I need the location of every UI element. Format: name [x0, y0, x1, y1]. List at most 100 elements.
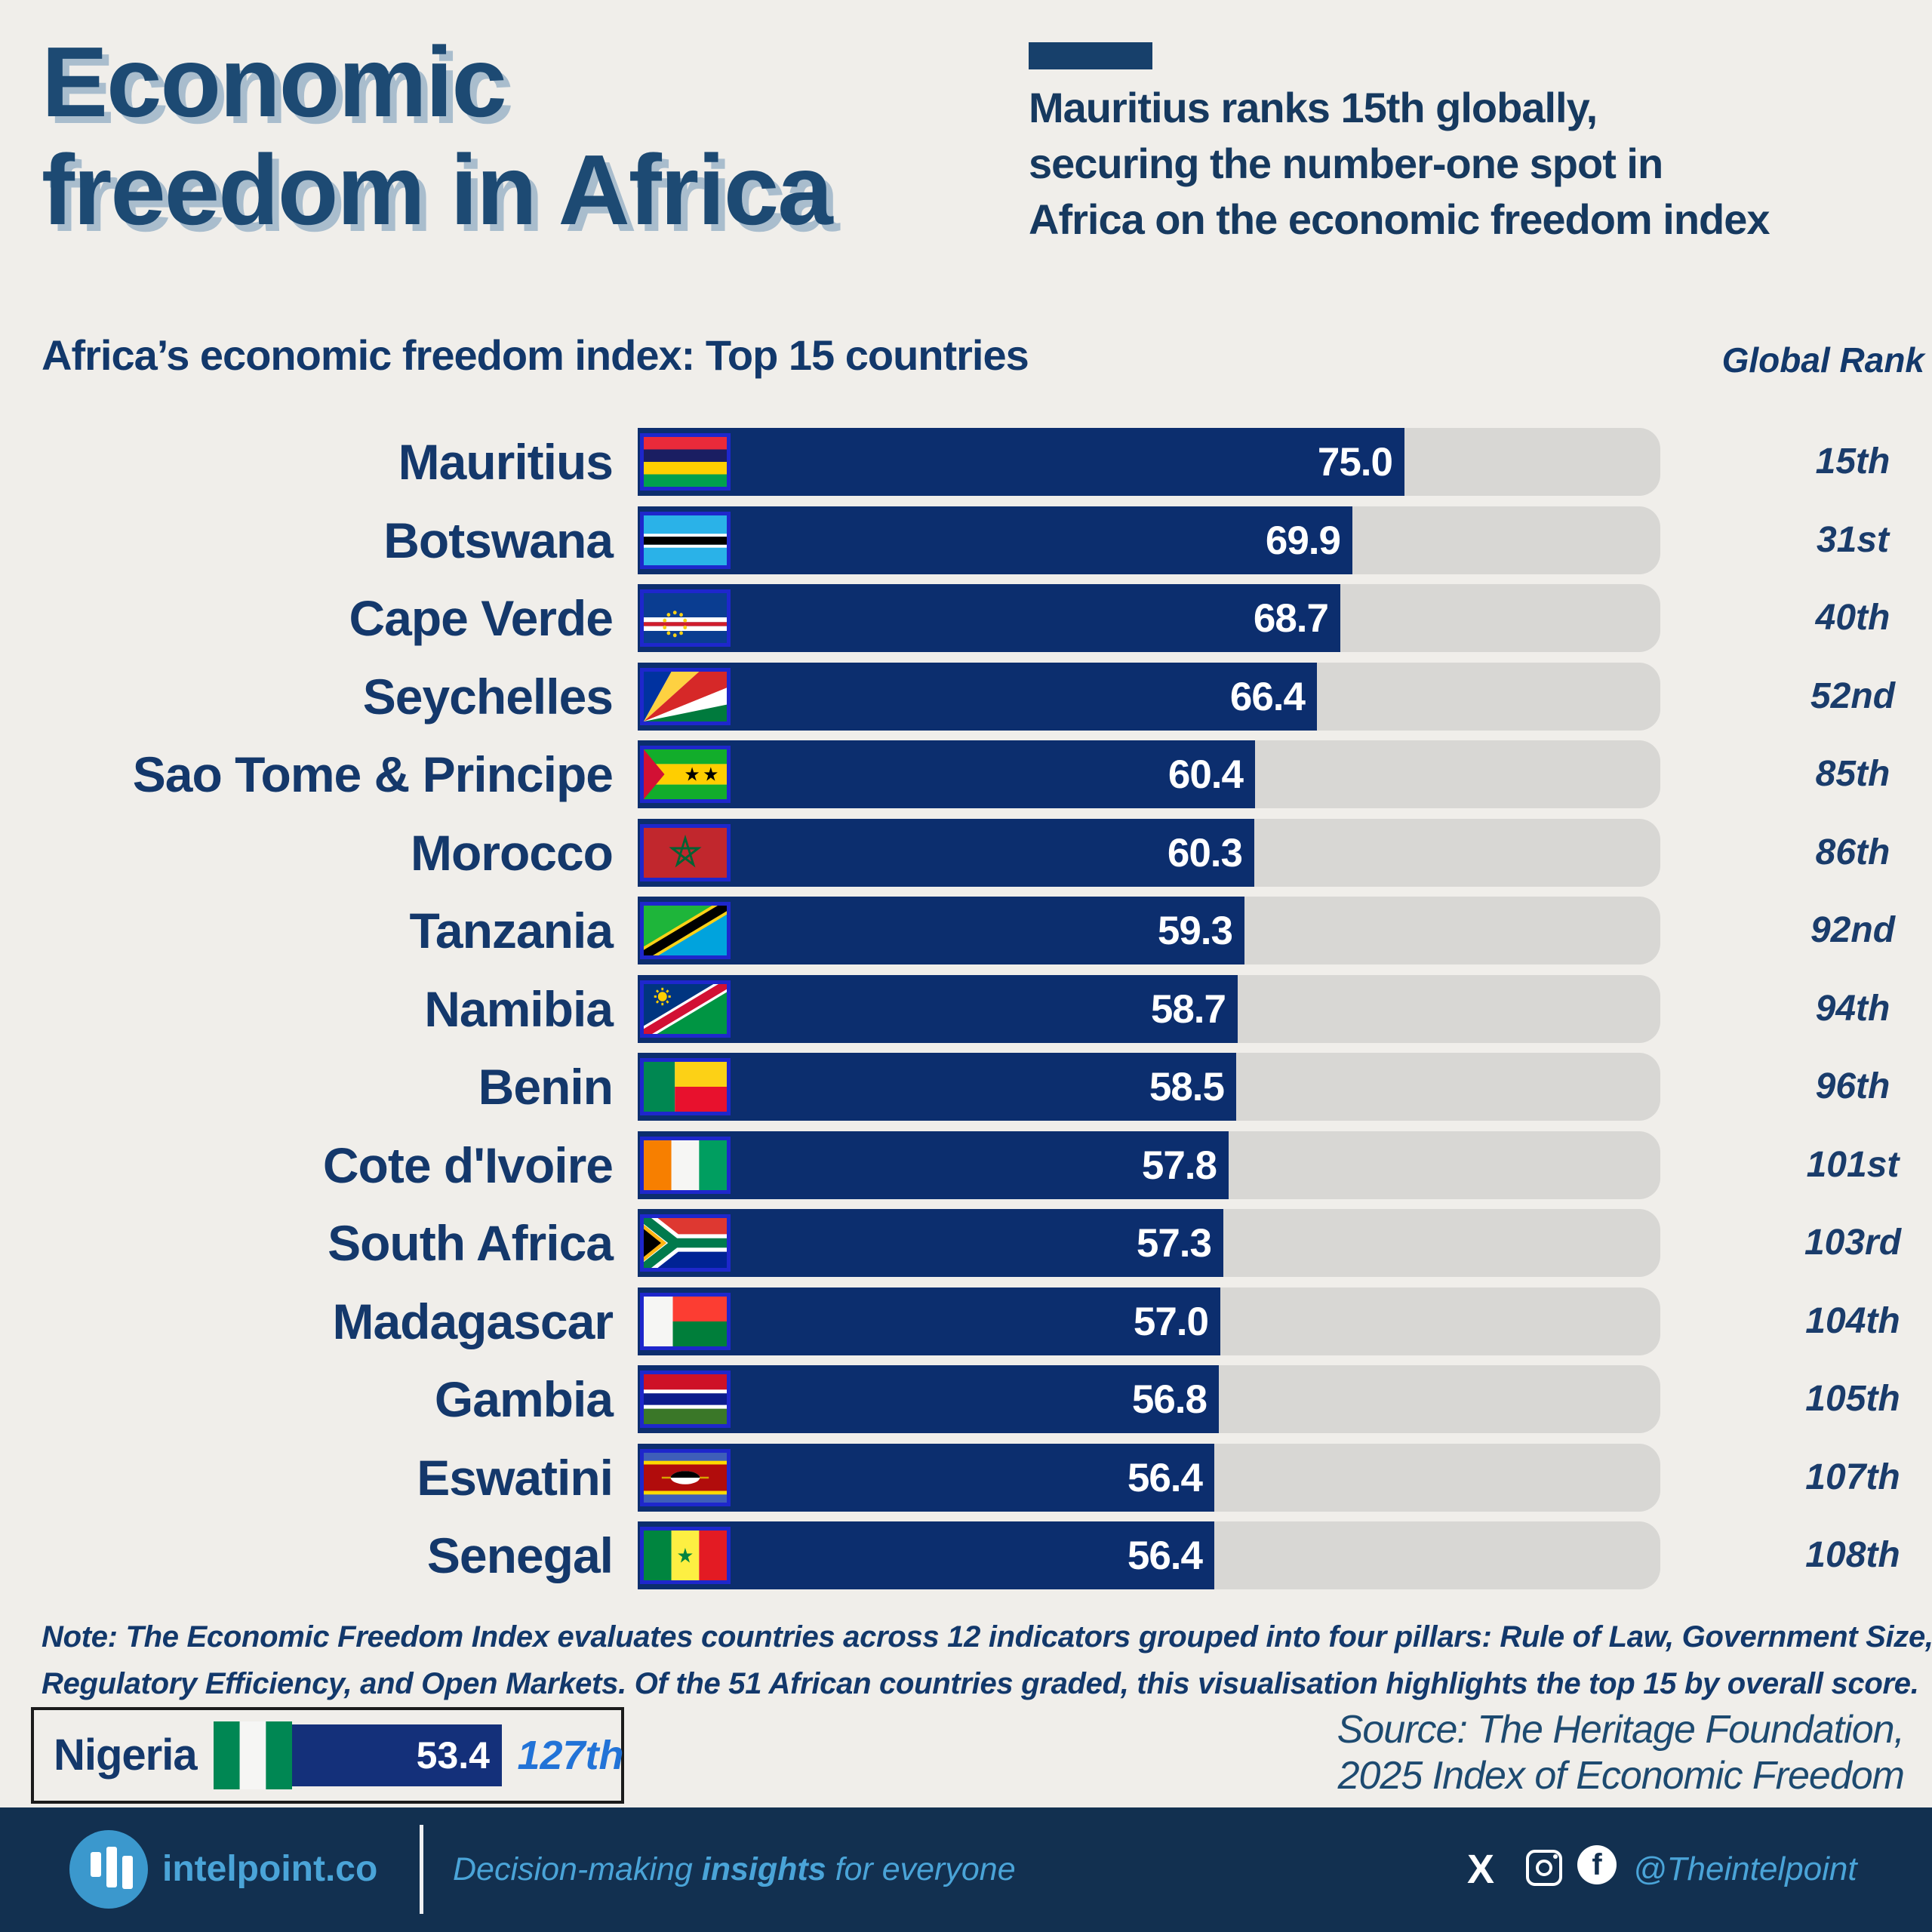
score-value: 56.8: [1131, 1377, 1208, 1422]
chart-row: Morocco 60.3 86th: [0, 819, 1932, 887]
page-title: Economic freedom in Africa: [42, 26, 833, 244]
flag-gambia-icon: [640, 1371, 731, 1428]
score-value: 60.3: [1167, 830, 1243, 875]
footnote-line2: Regulatory Efficiency, and Open Markets.…: [42, 1667, 1919, 1700]
source-line2: 2025 Index of Economic Freedom: [1337, 1754, 1905, 1798]
score-bar: 56.4: [638, 1521, 1214, 1589]
score-bar: 57.0: [638, 1287, 1220, 1355]
chart-row: Namibia 58.7 94th: [0, 975, 1932, 1043]
bar-track: 58.5: [638, 1053, 1660, 1121]
score-bar: 58.5: [638, 1053, 1236, 1121]
logo-bar: [122, 1856, 133, 1889]
country-label: Gambia: [434, 1371, 614, 1427]
flag-seychelles-icon: [640, 668, 731, 725]
country-label: Cape Verde: [349, 590, 614, 646]
bar-track: 60.3: [638, 819, 1660, 887]
footnote: Note: The Economic Freedom Index evaluat…: [42, 1614, 1932, 1707]
svg-text:★: ★: [684, 764, 700, 786]
bar-track: 66.4: [638, 663, 1660, 731]
score-value: 58.5: [1149, 1064, 1225, 1109]
score-bar: 57.3: [638, 1209, 1223, 1277]
flag-cape-verde-icon: [640, 589, 731, 647]
global-rank: 86th: [1815, 832, 1890, 872]
score-value: 59.3: [1157, 908, 1233, 953]
global-rank: 94th: [1815, 989, 1890, 1029]
logo-bar: [91, 1852, 101, 1877]
chart-row: Cape Verde 68.7 40th: [0, 584, 1932, 652]
flag-mauritius-icon: [640, 433, 731, 491]
score-value: 56.4: [1127, 1455, 1203, 1500]
accent-bar: [1029, 42, 1152, 69]
chart-row: Cote d'Ivoire 57.8 101st: [0, 1131, 1932, 1199]
score-value: 68.7: [1253, 595, 1329, 641]
score-bar: 58.7: [638, 975, 1238, 1043]
country-label: Tanzania: [409, 903, 614, 958]
instagram-lens: [1536, 1860, 1552, 1876]
source-attribution: Source: The Heritage Foundation, 2025 In…: [1337, 1707, 1905, 1800]
chart-row: Sao Tome & Principe 60.4 ★ ★ 85th: [0, 740, 1932, 808]
global-rank: 96th: [1815, 1066, 1890, 1106]
callout-text: Mauritius ranks 15th globally, securing …: [1029, 80, 1770, 248]
social-handle[interactable]: @Theintelpoint: [1633, 1850, 1857, 1887]
country-label: Eswatini: [417, 1450, 614, 1506]
global-rank: 92nd: [1810, 910, 1896, 950]
score-value: 66.4: [1229, 674, 1306, 719]
global-rank: 105th: [1805, 1379, 1900, 1419]
global-rank: 101st: [1806, 1145, 1900, 1185]
nigeria-global-rank: 127th: [517, 1733, 624, 1778]
score-value: 57.3: [1136, 1220, 1212, 1266]
country-label: Namibia: [424, 981, 614, 1037]
flag-cote-divoire-icon: [640, 1137, 731, 1194]
bar-track: 75.0: [638, 428, 1660, 496]
country-label: South Africa: [328, 1215, 614, 1271]
page-title-line1: Economic: [42, 26, 507, 137]
bar-track: 56.8: [638, 1365, 1660, 1433]
country-label: Senegal: [426, 1527, 614, 1583]
chart-row: Eswatini 56.4 107th: [0, 1444, 1932, 1512]
nigeria-score-value: 53.4: [416, 1734, 490, 1777]
tagline-pre: Decision-making: [453, 1851, 702, 1887]
country-label: Botswana: [383, 512, 614, 568]
chart-row: South Africa 57.3 103rd: [0, 1209, 1932, 1277]
x-twitter-icon[interactable]: X: [1467, 1847, 1495, 1892]
nigeria-label: Nigeria: [54, 1730, 198, 1780]
chart-heading: Africa’s economic freedom index: Top 15 …: [42, 331, 1029, 379]
country-label: Mauritius: [398, 434, 614, 490]
country-label: Sao Tome & Principe: [132, 746, 614, 802]
global-rank: 31st: [1816, 520, 1890, 560]
score-value: 57.0: [1133, 1299, 1209, 1344]
tagline-post: for everyone: [826, 1851, 1016, 1887]
chart-row: Gambia 56.8 105th: [0, 1365, 1932, 1433]
score-bar: 66.4: [638, 663, 1317, 731]
flag-benin-icon: [640, 1058, 731, 1115]
score-bar: 60.3: [638, 819, 1254, 887]
country-label: Morocco: [410, 825, 614, 881]
instagram-icon[interactable]: [1526, 1850, 1562, 1886]
global-rank: 85th: [1815, 754, 1890, 794]
bar-track: 68.7: [638, 584, 1660, 652]
bar-track: 57.0: [638, 1287, 1660, 1355]
chart-row: Mauritius 75.0 15th: [0, 428, 1932, 496]
score-value: 75.0: [1317, 439, 1393, 485]
facebook-icon[interactable]: f: [1577, 1845, 1617, 1884]
footnote-line1: Note: The Economic Freedom Index evaluat…: [42, 1620, 1932, 1654]
flag-tanzania-icon: [640, 902, 731, 959]
score-bar: 69.9: [638, 506, 1352, 574]
global-rank: 104th: [1805, 1301, 1900, 1341]
flag-botswana-icon: [640, 512, 731, 569]
global-rank: 103rd: [1804, 1223, 1902, 1263]
bar-track: 56.4 ★: [638, 1521, 1660, 1589]
bar-track: 57.8: [638, 1131, 1660, 1199]
score-value: 69.9: [1265, 518, 1341, 563]
flag-south-africa-icon: [640, 1214, 731, 1272]
flag-sao-tome-icon: ★ ★: [640, 746, 731, 803]
flag-eswatini-icon: [640, 1449, 731, 1506]
score-bar: 56.4: [638, 1444, 1214, 1512]
flag-senegal-icon: ★: [640, 1527, 731, 1584]
country-label: Madagascar: [332, 1294, 614, 1349]
score-value: 57.8: [1141, 1143, 1217, 1188]
global-rank: 107th: [1805, 1457, 1900, 1497]
bar-track: 59.3: [638, 897, 1660, 964]
global-rank: 108th: [1805, 1535, 1900, 1575]
source-line1: Source: The Heritage Foundation,: [1337, 1708, 1905, 1752]
